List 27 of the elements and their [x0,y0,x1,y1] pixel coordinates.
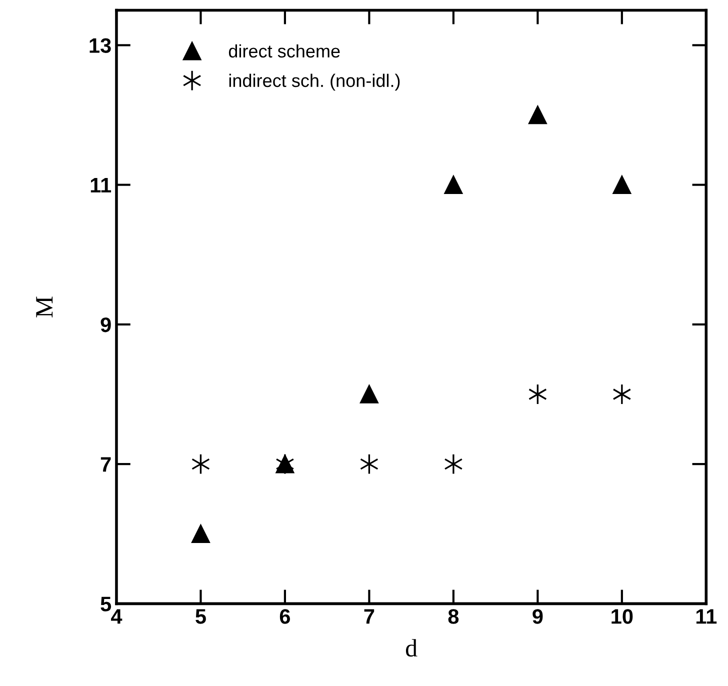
x-tick-label: 6 [280,609,290,624]
y-tick-label: 5 [100,596,112,612]
x-tick-label: 5 [196,609,206,624]
point [528,384,547,405]
point [360,454,378,475]
x-tick-label: 11 [696,609,717,624]
point [360,385,378,404]
y-tick-label: 13 [90,38,111,53]
x-tick-label: 10 [612,609,633,624]
legend-label: indirect sch. (non-idl.) [229,74,400,91]
point [612,176,632,194]
point [191,454,210,475]
y-tick-label: 7 [100,457,111,472]
point [444,176,463,194]
point [444,454,463,475]
point [612,384,632,405]
x-axis-title: d [406,639,418,657]
point [528,106,547,124]
x-tick-label: 8 [448,609,459,624]
y-tick-label: 9 [100,317,111,332]
x-tick-label: 4 [111,609,122,624]
x-tick-label: 9 [532,609,543,624]
y-axis-title: M [36,296,53,318]
legend-label: direct scheme [228,44,340,58]
point [192,524,210,544]
y-tick-label: 11 [90,178,112,192]
x-tick-label: 7 [364,609,374,624]
